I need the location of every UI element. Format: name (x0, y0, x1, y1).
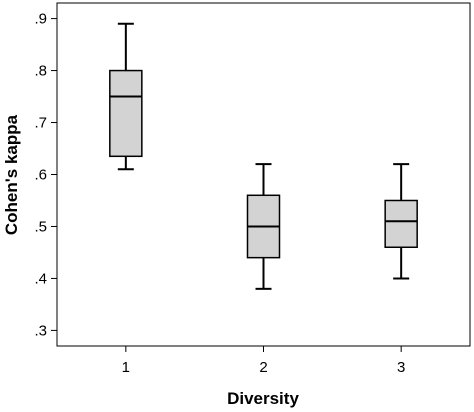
x-tick-label: 1 (122, 359, 130, 376)
y-tick-label: .8 (34, 63, 47, 80)
box-series (109, 22, 418, 290)
box-2 (246, 163, 281, 290)
x-tick-label: 2 (259, 359, 267, 376)
x-axis-title: Diversity (227, 389, 299, 408)
y-tick-label: .5 (34, 218, 47, 235)
y-axis-title: Cohen's kappa (2, 114, 21, 235)
interquartile-box (384, 199, 418, 249)
y-axis: .3 .4 .5 .6 .7 .8 .9 (34, 11, 57, 339)
y-tick-label: .9 (34, 11, 47, 28)
y-tick-label: .7 (34, 115, 47, 132)
interquartile-box (109, 69, 143, 158)
box-1 (109, 22, 143, 171)
y-tick-label: .4 (34, 270, 47, 287)
x-axis: 1 2 3 (122, 346, 405, 376)
y-tick-label: .6 (34, 167, 47, 184)
box-3 (384, 163, 418, 280)
y-tick-label: .3 (34, 322, 47, 339)
x-tick-label: 3 (397, 359, 405, 376)
